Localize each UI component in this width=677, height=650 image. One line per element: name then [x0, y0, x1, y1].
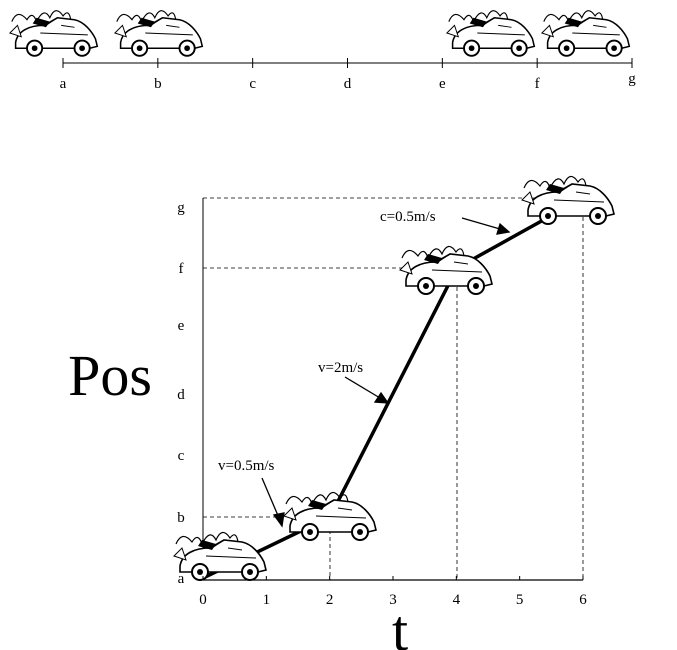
position-line	[203, 198, 583, 578]
car	[542, 11, 629, 56]
car	[447, 11, 534, 56]
number-line-label: c	[249, 76, 256, 92]
guide-lines	[203, 198, 583, 580]
car	[115, 11, 202, 56]
x-tick-label: 3	[389, 592, 397, 608]
y-label: b	[177, 510, 185, 526]
y-label: f	[179, 261, 184, 277]
car	[174, 532, 266, 580]
y-label: c	[178, 448, 185, 464]
number-line-label: f	[535, 76, 540, 92]
number-line-label: e	[439, 76, 446, 92]
number-line-label: g	[628, 71, 636, 87]
number-line: a b c d e f g	[10, 11, 636, 92]
car	[10, 11, 97, 56]
y-label: g	[177, 200, 185, 216]
car	[522, 176, 614, 224]
annotation: c=0.5m/s	[380, 209, 436, 225]
x-tick-label: 1	[263, 592, 271, 608]
annotation: v=0.5m/s	[218, 458, 275, 474]
y-label: a	[178, 571, 185, 587]
y-label: d	[177, 387, 185, 403]
number-line-label: b	[154, 76, 162, 92]
x-tick-label: 2	[326, 592, 334, 608]
x-tick-label: 0	[199, 592, 207, 608]
annotation: v=2m/s	[318, 360, 363, 376]
y-label: e	[178, 318, 185, 334]
number-line-label: d	[344, 76, 352, 92]
number-line-label: a	[60, 76, 67, 92]
x-tick-label: 5	[516, 592, 524, 608]
y-axis-label: Pos	[68, 343, 152, 408]
x-tick-label: 4	[453, 592, 461, 608]
x-tick-label: 6	[579, 592, 587, 608]
figure: abcdefg Pos t v=0.5m/s v=2m/s c=0.5m/s a…	[0, 0, 677, 650]
